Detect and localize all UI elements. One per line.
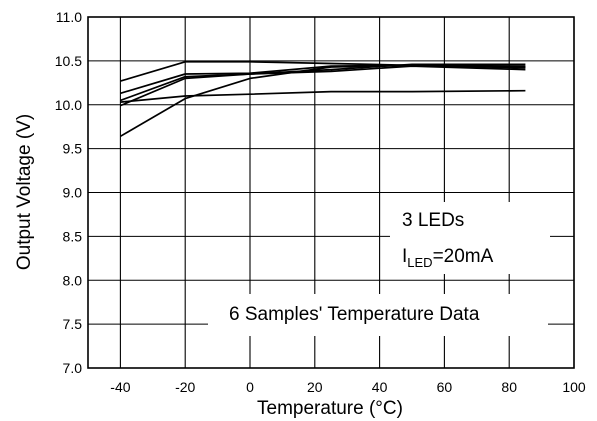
x-tick-label: 20 <box>307 379 323 395</box>
leds-count-label: 3 LEDs <box>402 210 464 231</box>
x-tick-label: -40 <box>110 379 130 395</box>
y-tick-label: 8.5 <box>63 228 83 244</box>
samples-annotation-box <box>208 294 548 336</box>
y-tick-label: 9.0 <box>63 185 83 201</box>
x-tick-label: -20 <box>175 379 195 395</box>
led-current-subscript: LED <box>407 255 432 270</box>
sample-3-line <box>120 63 526 102</box>
x-tick-label: 80 <box>501 379 517 395</box>
leds-annotation-box <box>390 202 550 274</box>
led-current-value: =20mA <box>433 246 494 267</box>
sample-6-line <box>119 64 526 138</box>
y-tick-label: 10.5 <box>55 53 82 69</box>
x-axis-title: Temperature (°C) <box>257 398 403 419</box>
x-tick-label: 100 <box>562 379 586 395</box>
samples-label: 6 Samples' Temperature Data <box>229 304 480 325</box>
y-tick-label: 8.0 <box>63 272 83 288</box>
y-tick-labels: 7.0 7.5 8.0 8.5 9.0 9.5 10.0 10.5 11.0 <box>55 9 82 376</box>
y-tick-label: 11.0 <box>56 9 82 25</box>
led-current-prefix: I <box>402 246 407 267</box>
x-tick-label: 0 <box>246 379 254 395</box>
y-tick-label: 7.5 <box>63 316 83 332</box>
y-tick-label: 7.0 <box>63 360 83 376</box>
sample-5-line <box>120 65 526 107</box>
plot-frame <box>87 16 575 369</box>
x-tick-labels: -40 -20 0 20 40 60 80 100 <box>110 379 586 395</box>
sample-4-line <box>120 89 526 103</box>
y-axis-title: Output Voltage (V) <box>14 114 35 270</box>
series-lines <box>119 60 526 138</box>
y-tick-label: 10.0 <box>55 97 82 113</box>
led-current-label: ILED=20mA <box>402 246 494 270</box>
x-tick-label: 60 <box>437 379 453 395</box>
x-tick-label: 40 <box>372 379 388 395</box>
y-tick-label: 9.5 <box>63 141 83 157</box>
